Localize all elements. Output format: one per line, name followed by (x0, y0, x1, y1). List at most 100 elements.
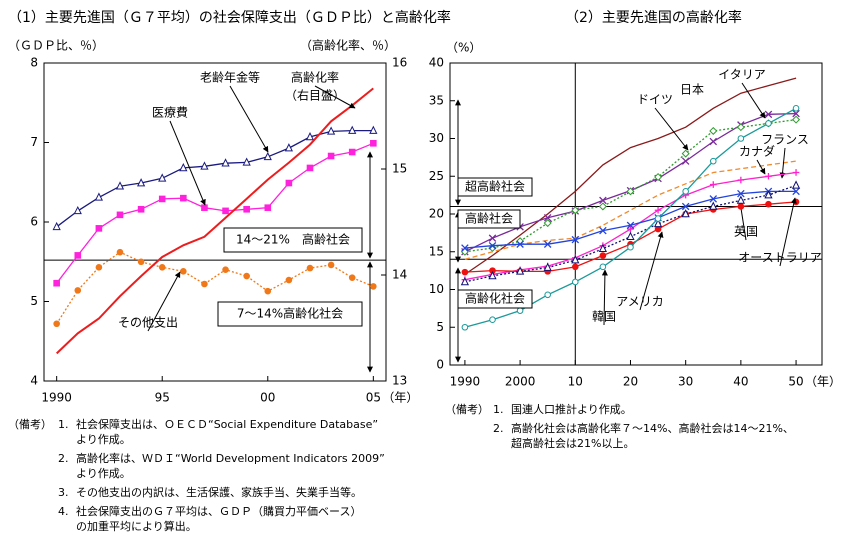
marker (765, 200, 772, 208)
marker (285, 179, 293, 187)
marker (598, 243, 607, 253)
label-leader (756, 159, 766, 175)
marker (543, 214, 552, 222)
y-tick-label: 5 (436, 320, 444, 334)
note-text: 超高齢社会は21%以上。 (511, 436, 634, 450)
series-line (464, 77, 797, 275)
y-tick-label: 4 (30, 374, 38, 388)
marker (460, 277, 470, 286)
series-label: ドイツ (637, 93, 673, 107)
marker (654, 225, 662, 233)
marker (461, 323, 469, 331)
zone-box (457, 289, 533, 309)
marker (200, 161, 209, 170)
zone-label: 超高齢社会 (465, 179, 525, 194)
series-line (56, 251, 374, 325)
note-text: その他支出の内訳は、生活保護、家族手当、失業手当等。 (76, 485, 362, 499)
y-tick-label: 5 (30, 294, 38, 308)
zone-box (217, 301, 363, 327)
x-tick-label: 50 (788, 375, 803, 389)
y-tick-label: 7 (30, 135, 38, 149)
x-tick-label: 40 (733, 375, 748, 389)
note-text: 国連人口推計より作成。 (511, 402, 632, 416)
y-tick-label: 6 (30, 215, 38, 229)
series-label: アメリカ (616, 295, 663, 309)
label-leader (147, 271, 181, 332)
marker (137, 258, 145, 266)
series-label: 医療費 (152, 105, 188, 120)
marker (221, 158, 230, 167)
marker (264, 204, 272, 211)
label-leader (779, 147, 786, 179)
marker (792, 105, 800, 112)
x-tick-label: 10 (568, 375, 583, 389)
note-text: より作成。 (76, 467, 131, 480)
zone-box (223, 227, 363, 253)
note-text: 高齢化率は、ＷＤＩ“World Development Indicators 2… (76, 451, 385, 465)
x-tick-label: 30 (678, 375, 693, 389)
marker (327, 152, 335, 160)
marker (627, 225, 634, 233)
marker (626, 221, 635, 230)
zone-label: 高齢社会 (465, 211, 513, 226)
label-leader (779, 197, 797, 267)
marker (515, 266, 525, 275)
x-tick-label: 1990 (41, 391, 72, 405)
y-tick-label: 30 (429, 131, 444, 145)
note-number: 4. (58, 505, 69, 518)
marker (285, 276, 293, 284)
marker (709, 126, 718, 135)
zone-box (457, 177, 533, 197)
marker (571, 278, 579, 286)
marker (764, 190, 773, 199)
marker (222, 266, 229, 274)
marker (488, 241, 497, 250)
plot-frame (43, 62, 387, 382)
series-label: オーストラリア (738, 251, 821, 265)
label-leader (639, 231, 664, 311)
marker (95, 225, 103, 232)
marker (571, 255, 580, 264)
marker (95, 264, 103, 271)
series-label: フランス (761, 133, 809, 147)
marker (264, 287, 272, 295)
marker (709, 181, 717, 188)
label-leader (741, 82, 766, 119)
series-label: 老齢年金等 (200, 70, 260, 85)
marker (306, 164, 314, 172)
marker (116, 211, 124, 219)
marker (73, 205, 82, 215)
chart-title: （2）主要先進国の高齢化率 (565, 9, 742, 26)
marker (681, 202, 690, 211)
marker (516, 307, 524, 314)
marker (222, 207, 229, 215)
y-tick-label: 35 (429, 93, 444, 107)
marker (654, 206, 662, 214)
note-text: より作成。 (76, 433, 131, 446)
y-tick-label: 0 (436, 358, 444, 372)
marker (682, 188, 689, 195)
marker (180, 194, 187, 202)
marker (348, 274, 356, 281)
series-label-note: （右目盛） (285, 88, 345, 103)
series-label: カナダ (739, 144, 775, 159)
note-number: 2. (493, 422, 504, 435)
y2-tick-label: 14 (392, 268, 407, 282)
marker (94, 192, 103, 201)
marker (791, 180, 801, 189)
marker (327, 261, 335, 269)
marker (544, 291, 551, 299)
label-leader (314, 85, 356, 109)
marker (348, 148, 356, 156)
marker (737, 135, 745, 142)
label-leader (169, 120, 206, 206)
note-number: 1. (493, 403, 504, 416)
marker (158, 173, 167, 182)
marker (488, 270, 497, 280)
marker (598, 202, 607, 211)
marker (709, 157, 717, 165)
marker (792, 115, 801, 124)
y-tick-label: 10 (429, 282, 444, 296)
y-tick-label: 40 (429, 56, 444, 70)
